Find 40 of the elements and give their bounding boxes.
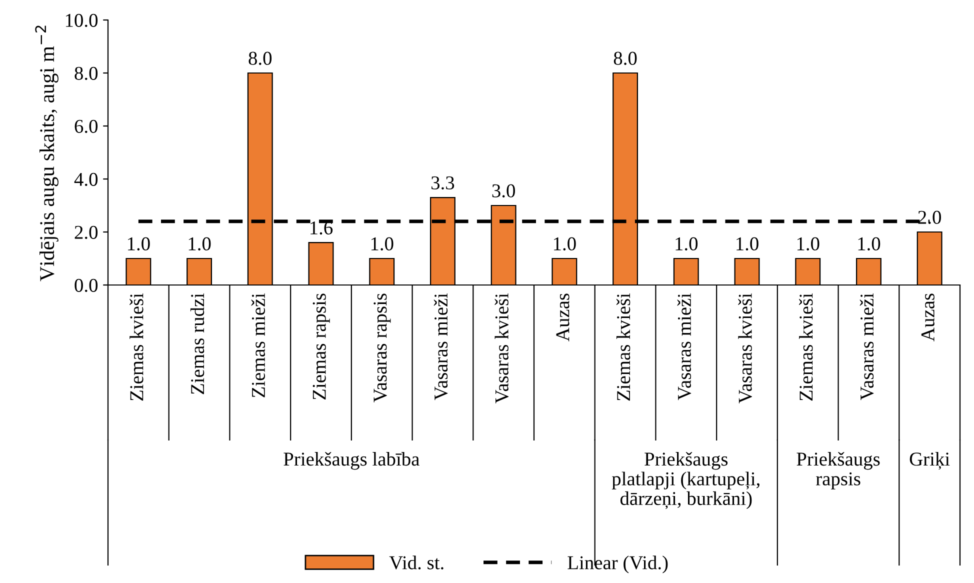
data-label: 1.0 <box>188 237 211 250</box>
x-tick-label: Ziemas rudzi <box>190 293 204 394</box>
data-label: 1.0 <box>676 237 698 250</box>
text: Griķi <box>910 452 950 470</box>
x-tick-label: Vasaras mieži <box>434 293 448 400</box>
x-tick-label: Ziemas kvieši <box>616 293 630 401</box>
data-label: 1.0 <box>736 237 758 250</box>
data-label: 1.0 <box>554 237 576 250</box>
x-tick-label: Ziemas rapsis <box>312 294 330 400</box>
data-label: 1.0 <box>858 237 880 250</box>
y-tick-label: 4.0 <box>74 172 98 186</box>
y-tick-label: 0.0 <box>74 278 98 292</box>
legend-label: Linear (Vid.) <box>568 556 668 574</box>
x-tick-label: Ziemas mieži <box>251 293 266 398</box>
x-tick-label: Vasaras kvieši <box>738 293 752 404</box>
data-label: 3.3 <box>431 176 454 190</box>
data-label: 3.0 <box>492 184 515 198</box>
x-tick-label: Vasaras mieži <box>860 293 874 400</box>
text: Priekšaugs platlapji (kartupeļi, dārzeņi, burkāni) <box>612 452 760 510</box>
x-tick-label: Auzas <box>921 294 934 342</box>
y-axis-title: Vidējais augu skaits, augi m$^{−2}$ <box>35 26 58 282</box>
data-label: 2.0 <box>918 210 941 224</box>
x-tick-label: Vasaras mieži <box>677 293 692 400</box>
text: Priekšaugs rapsis <box>796 452 880 490</box>
y-tick-label: 2.0 <box>74 226 98 240</box>
data-label: 8.0 <box>614 52 637 65</box>
data-label: 1.0 <box>128 237 150 250</box>
legend-label: Vid. st. <box>389 556 444 570</box>
x-tick-label: Auzas <box>556 294 570 342</box>
y-tick-label: 6.0 <box>74 120 98 134</box>
y-tick-label: 8.0 <box>74 66 98 80</box>
data-label: 8.0 <box>248 52 272 65</box>
data-label: 1.0 <box>371 237 394 250</box>
y-tick-label: 10.0 <box>66 14 98 28</box>
x-tick-label: Ziemas kvieši <box>130 293 144 401</box>
x-tick-label: Vasaras kvieši <box>494 293 509 404</box>
data-label: 1.0 <box>797 237 820 250</box>
x-tick-label: Ziemas kvieši <box>799 293 813 401</box>
text: Priekšaugs labība <box>284 452 420 470</box>
x-tick-label: Vasaras rapsis <box>374 294 391 402</box>
